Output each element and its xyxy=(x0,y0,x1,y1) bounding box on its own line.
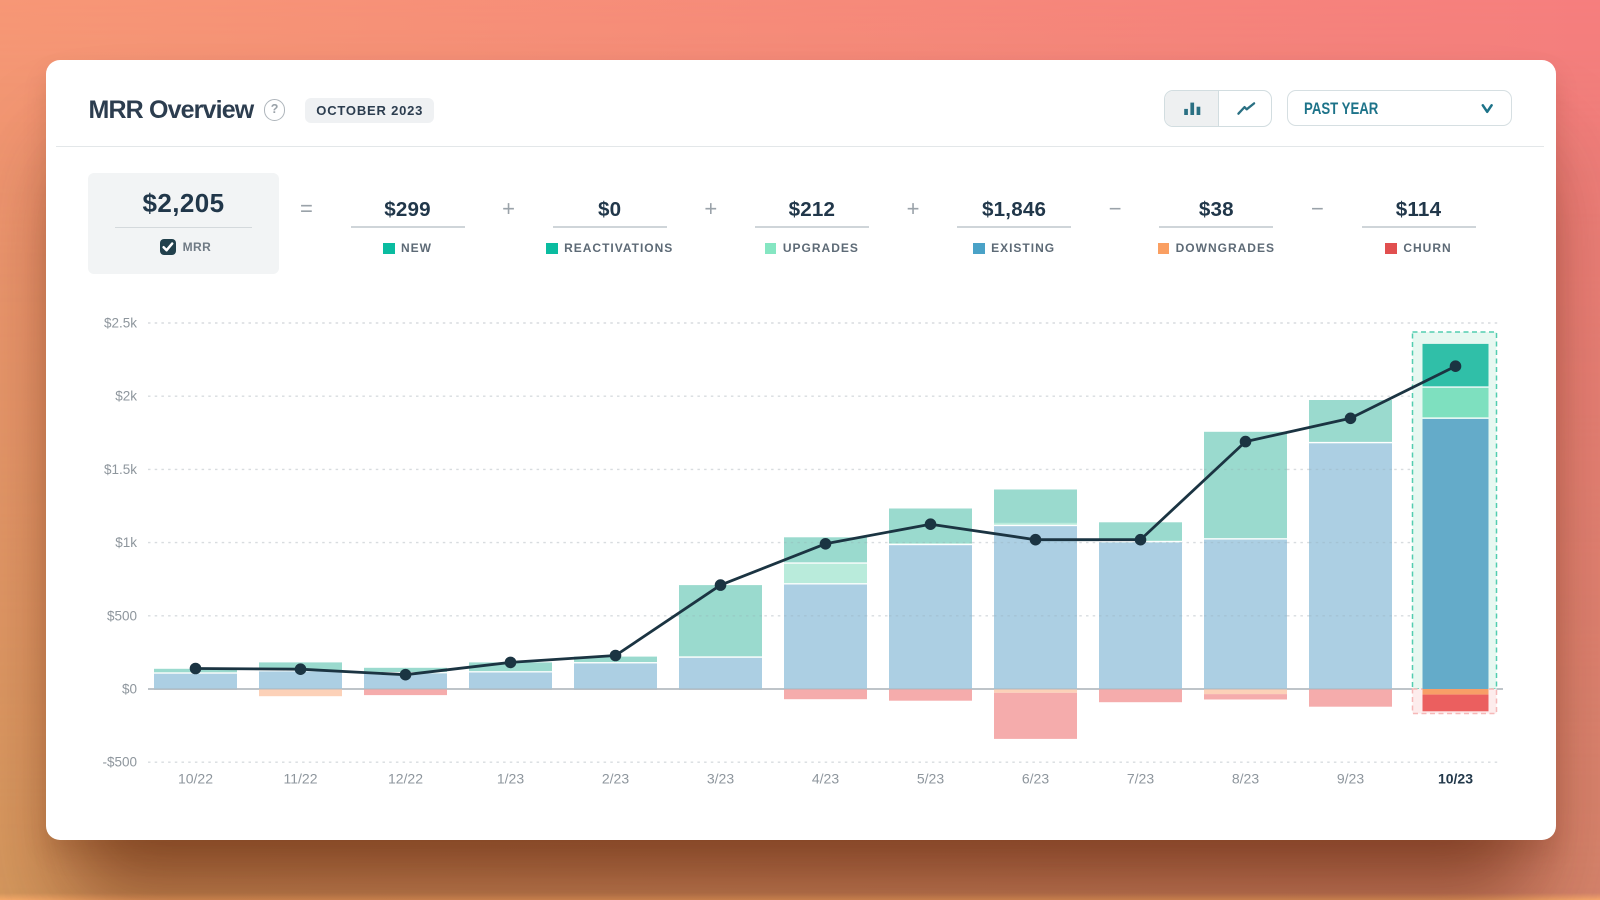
svg-text:11/22: 11/22 xyxy=(284,771,318,787)
svg-text:$0: $0 xyxy=(122,682,137,697)
svg-text:2/23: 2/23 xyxy=(602,771,629,787)
svg-text:$500: $500 xyxy=(107,608,137,623)
svg-text:7/23: 7/23 xyxy=(1127,771,1154,787)
svg-text:12/22: 12/22 xyxy=(388,771,423,787)
svg-text:4/23: 4/23 xyxy=(812,771,839,787)
svg-text:10/23: 10/23 xyxy=(1438,771,1473,787)
svg-text:5/23: 5/23 xyxy=(917,771,944,787)
svg-text:$1.5k: $1.5k xyxy=(104,462,137,477)
svg-text:-$500: -$500 xyxy=(102,755,137,770)
svg-text:6/23: 6/23 xyxy=(1022,771,1049,787)
svg-text:$2k: $2k xyxy=(115,389,137,404)
svg-text:3/23: 3/23 xyxy=(707,771,734,787)
svg-text:10/22: 10/22 xyxy=(178,771,213,787)
svg-text:9/23: 9/23 xyxy=(1337,771,1364,787)
svg-text:8/23: 8/23 xyxy=(1232,771,1259,787)
svg-text:$2.5k: $2.5k xyxy=(104,316,137,331)
svg-text:$1k: $1k xyxy=(115,535,137,550)
svg-text:1/23: 1/23 xyxy=(497,771,524,787)
